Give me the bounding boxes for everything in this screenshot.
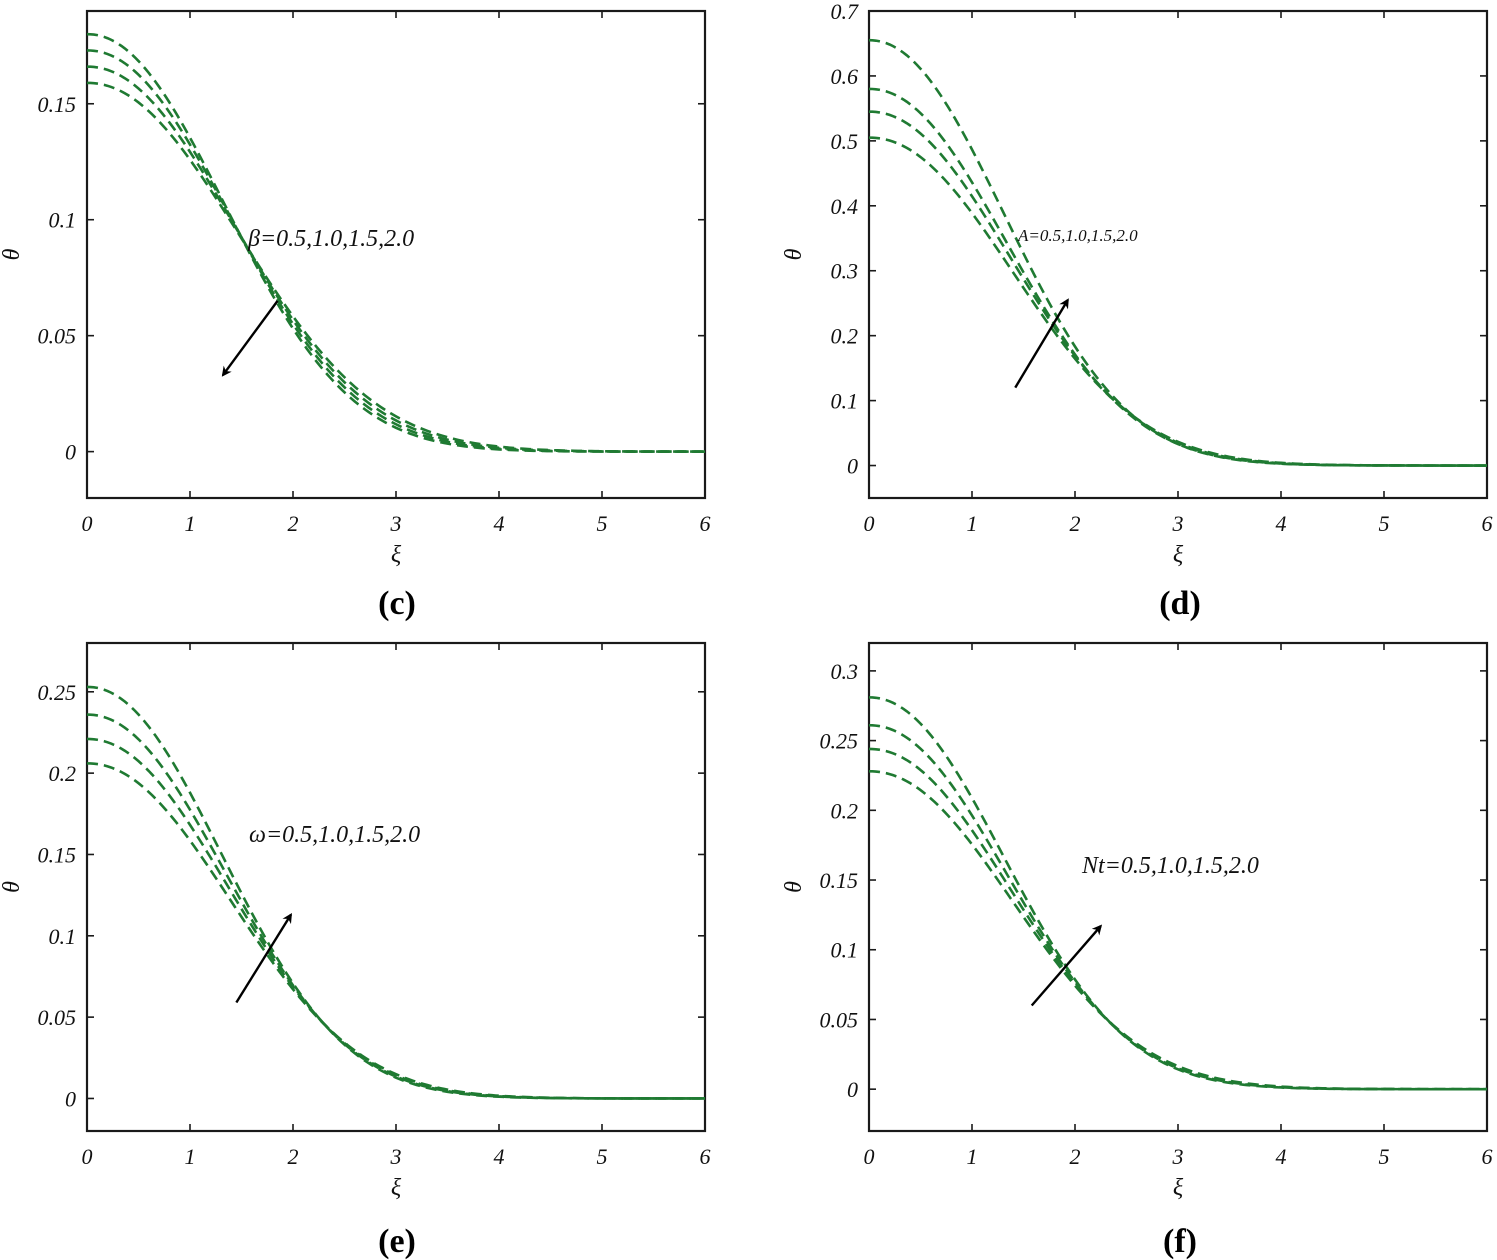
series-line <box>86 737 705 1100</box>
y-tick-label: 0.3 <box>831 259 859 284</box>
y-axis-label: θ <box>0 881 25 893</box>
panel-c: 0 1 2 3 4 5 6 0 0.05 0.1 0.15 ξ θ β=0.5,1.0,1.5,2.0 (c… <box>0 9 711 622</box>
trend-arrow <box>221 300 279 377</box>
series-line <box>868 769 1487 1091</box>
x-tick-label: 4 <box>1276 511 1287 536</box>
x-tick-label: 0 <box>82 1144 93 1169</box>
x-tick-label: 3 <box>1172 1144 1184 1169</box>
series-line <box>86 81 705 453</box>
panel-caption: (c) <box>378 585 416 622</box>
panel-f: 0 1 2 3 4 5 6 0 0.05 0.1 0.15 0.2 0.25 0.3 ξ θ Nt=0.5,1.… <box>781 641 1493 1260</box>
panel-e: 0 1 2 3 4 5 6 0 0.05 0.1 0.15 0.2 0.25 ξ θ ω=0.5,1.0,1.… <box>0 641 711 1260</box>
x-tick-label: 5 <box>1379 511 1390 536</box>
y-tick-label: 0.1 <box>831 389 859 414</box>
x-tick-label: 6 <box>700 1144 711 1169</box>
x-tick-label: 0 <box>82 511 93 536</box>
x-tick-label: 0 <box>864 511 875 536</box>
y-tick-label: 0.05 <box>38 1005 77 1030</box>
y-tick-label: 0.05 <box>38 324 77 349</box>
y-tick-label: 0 <box>847 1077 858 1102</box>
x-tick-label: 5 <box>597 511 608 536</box>
x-tick-label: 4 <box>494 511 505 536</box>
y-tick-label: 0.6 <box>831 64 859 89</box>
y-tick-label: 0.15 <box>38 92 77 117</box>
y-tick-label: 0.2 <box>831 798 859 823</box>
series-line <box>868 87 1487 467</box>
x-tick-label: 6 <box>1482 1144 1493 1169</box>
x-tick-label: 4 <box>494 1144 505 1169</box>
y-tick-label: 0.2 <box>831 324 859 349</box>
x-tick-label: 6 <box>700 511 711 536</box>
x-tick-label: 5 <box>1379 1144 1390 1169</box>
series-line <box>868 38 1487 467</box>
x-tick-label: 2 <box>288 1144 299 1169</box>
y-tick-label: 0.15 <box>38 842 77 867</box>
x-tick-label: 1 <box>967 1144 978 1169</box>
x-tick-label: 2 <box>288 511 299 536</box>
x-tick-label: 1 <box>185 511 196 536</box>
plot-frame <box>85 641 707 1133</box>
y-tick-label: 0.25 <box>820 729 859 754</box>
y-tick-label: 0.1 <box>49 924 77 949</box>
y-tick-label: 0 <box>65 1086 76 1111</box>
x-axis-label: ξ <box>391 1175 402 1201</box>
x-tick-label: 3 <box>390 511 402 536</box>
trend-arrow <box>1014 298 1069 389</box>
y-tick-label: 0.05 <box>820 1007 859 1032</box>
parameter-annotation: ω=0.5,1.0,1.5,2.0 <box>249 822 420 848</box>
parameter-annotation: β=0.5,1.0,1.5,2.0 <box>247 226 414 252</box>
series-line <box>868 696 1487 1091</box>
x-tick-label: 2 <box>1070 511 1081 536</box>
trend-arrow <box>1030 924 1103 1007</box>
y-tick-label: 0.1 <box>831 938 859 963</box>
panel-caption: (d) <box>1159 585 1201 622</box>
x-tick-label: 1 <box>185 1144 196 1169</box>
y-axis-label: θ <box>781 248 807 260</box>
x-tick-label: 2 <box>1070 1144 1081 1169</box>
x-tick-label: 6 <box>1482 511 1493 536</box>
x-tick-label: 1 <box>967 511 978 536</box>
y-tick-label: 0.7 <box>831 0 860 24</box>
y-tick-label: 0 <box>847 454 858 479</box>
x-axis-label: ξ <box>1173 1175 1184 1201</box>
parameter-annotation: Nt=0.5,1.0,1.5,2.0 <box>1081 853 1259 879</box>
parameter-annotation: A=0.5,1.0,1.5,2.0 <box>1017 226 1138 245</box>
x-tick-label: 4 <box>1276 1144 1287 1169</box>
y-tick-label: 0.4 <box>831 194 859 219</box>
y-tick-label: 0.3 <box>831 659 859 684</box>
x-tick-label: 0 <box>864 1144 875 1169</box>
series-line <box>86 49 706 453</box>
series-line <box>86 65 705 453</box>
series-line <box>86 713 705 1100</box>
series-line <box>868 136 1487 467</box>
x-tick-label: 3 <box>1172 511 1184 536</box>
panel-caption: (e) <box>378 1223 416 1260</box>
panel-d: 0 1 2 3 4 5 6 0 0.1 0.2 0.3 0.4 0.5 0.6 0.7 ξ θ A=0.5,1.0… <box>781 0 1493 622</box>
y-tick-label: 0.5 <box>831 129 859 154</box>
x-tick-label: 5 <box>597 1144 608 1169</box>
x-tick-label: 3 <box>390 1144 402 1169</box>
y-axis-label: θ <box>781 881 807 893</box>
y-tick-label: 0.2 <box>49 761 77 786</box>
trend-arrow <box>235 912 292 1004</box>
y-tick-label: 0 <box>65 440 76 465</box>
x-axis-label: ξ <box>1173 542 1184 568</box>
series-line <box>86 685 705 1100</box>
panel-caption: (f) <box>1163 1223 1197 1260</box>
y-axis-label: θ <box>0 248 25 260</box>
series-line <box>86 762 705 1100</box>
plot-frame <box>867 9 1489 500</box>
y-tick-label: 0.25 <box>38 680 77 705</box>
y-tick-label: 0.15 <box>820 868 859 893</box>
plot-frame <box>867 641 1489 1133</box>
x-axis-label: ξ <box>391 542 402 568</box>
y-tick-label: 0.1 <box>49 208 77 233</box>
